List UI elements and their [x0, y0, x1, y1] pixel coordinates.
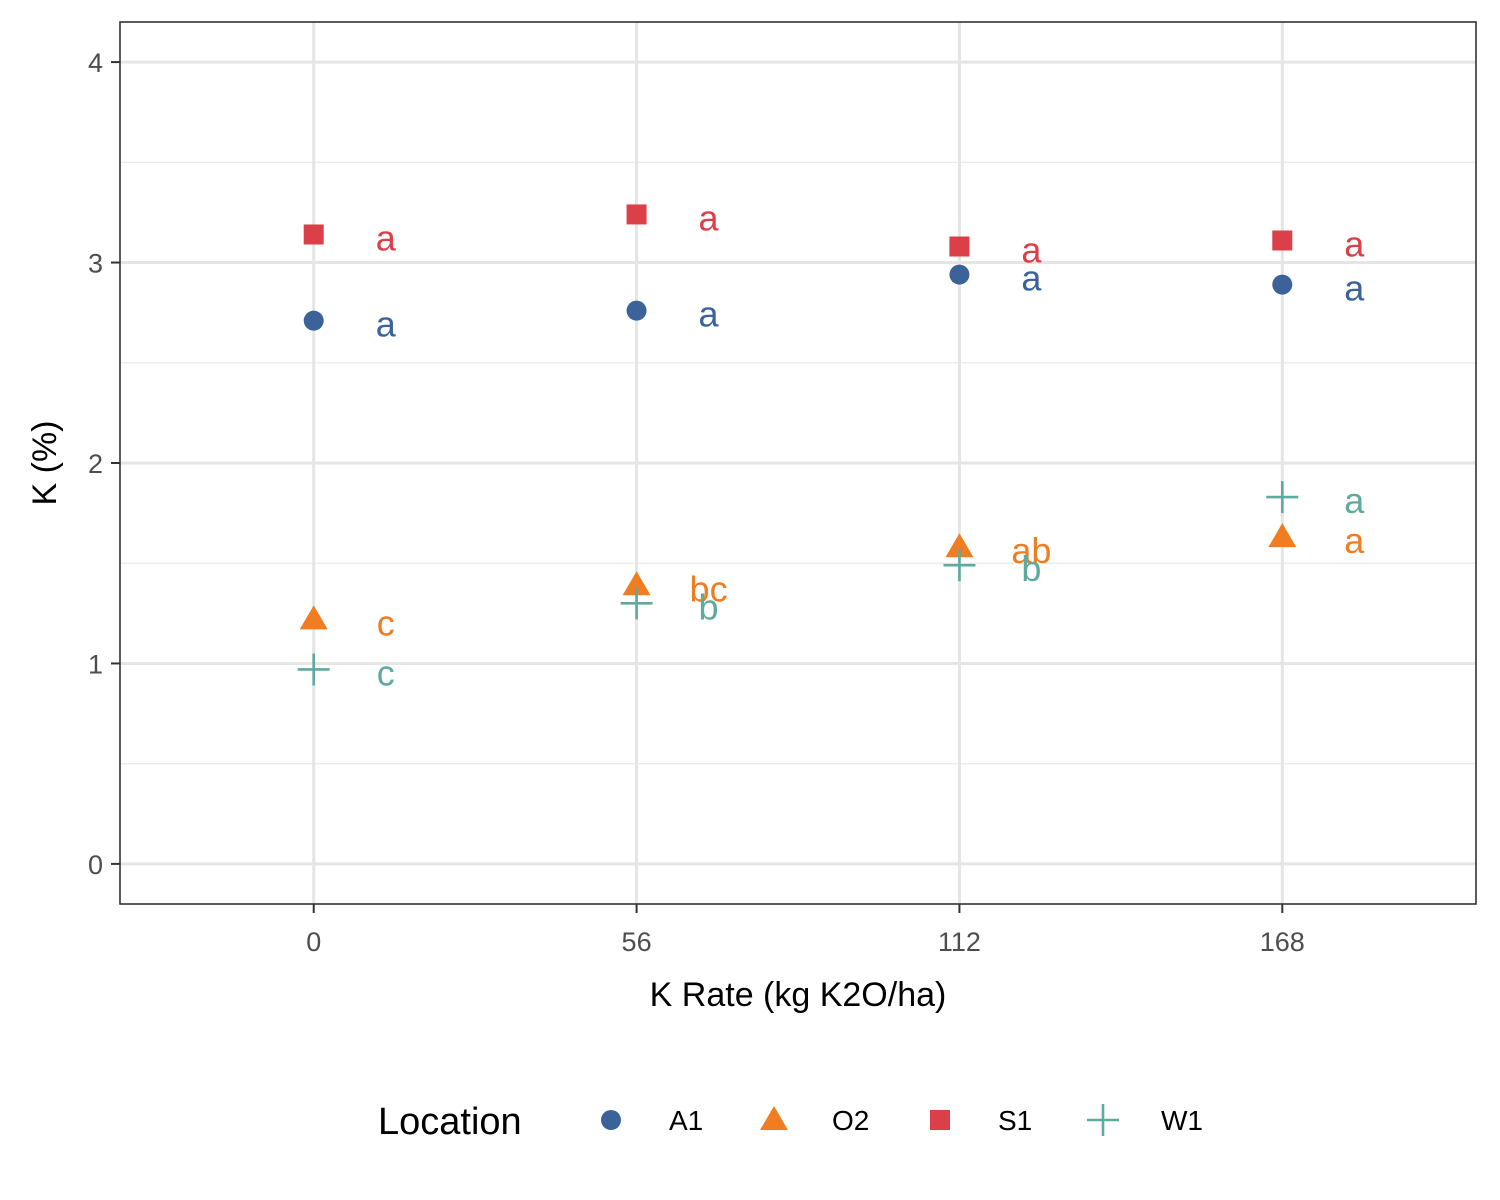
x-tick-label: 112: [938, 927, 981, 957]
data-point-w1: [620, 587, 653, 620]
significance-letter-a1: a: [376, 304, 397, 345]
data-point-a1: [1272, 274, 1293, 295]
significance-letter-w1: b: [1021, 548, 1041, 589]
minor-gridlines: [120, 161, 1476, 765]
y-tick-label: 2: [88, 449, 103, 479]
data-point-s1: [626, 204, 647, 225]
y-tick-label: 0: [88, 850, 103, 880]
significance-letter-o2: a: [1344, 520, 1365, 561]
legend-label-w1: W1: [1161, 1105, 1203, 1136]
significance-letter-w1: c: [377, 652, 395, 693]
legend-label-s1: S1: [998, 1105, 1032, 1136]
data-point-o2: [299, 605, 328, 630]
y-axis-title: K (%): [26, 421, 64, 506]
major-gridlines: [120, 22, 1476, 904]
x-axis: 0 56 112 168: [306, 904, 1305, 957]
data-point-a1: [626, 300, 647, 321]
significance-letter-o2: bc: [690, 568, 728, 609]
significance-letter-w1: a: [1344, 480, 1365, 521]
data-points: [297, 204, 1299, 686]
x-tick-label: 168: [1260, 927, 1305, 957]
y-axis: 0 1 2 3 4: [88, 48, 120, 880]
data-point-a1: [303, 310, 324, 331]
data-point-s1: [303, 224, 324, 245]
significance-letter-a1: a: [699, 294, 720, 335]
data-point-o2: [622, 571, 651, 596]
legend: Location A1 O2 S1 W1: [378, 1101, 1203, 1143]
data-point-w1: [297, 653, 330, 686]
significance-letter-a1: a: [1344, 268, 1365, 309]
y-tick-label: 4: [88, 48, 103, 78]
data-point-w1: [943, 549, 976, 582]
x-tick-label: 0: [306, 927, 321, 957]
legend-key-a1: [601, 1110, 621, 1130]
significance-letter-s1: a: [1344, 223, 1365, 264]
significance-letter-s1: a: [376, 217, 397, 258]
legend-key-o2: [760, 1106, 788, 1130]
legend-title: Location: [378, 1101, 522, 1143]
legend-key-s1: [930, 1110, 950, 1130]
significance-letter-s1: a: [1021, 230, 1042, 271]
significance-letter-s1: a: [699, 197, 720, 238]
data-point-s1: [949, 236, 970, 257]
significance-letter-o2: ab: [1011, 530, 1051, 571]
legend-key-w1: [1087, 1104, 1119, 1136]
data-point-a1: [949, 264, 970, 285]
data-point-w1: [1266, 481, 1299, 514]
significance-letter-o2: c: [377, 602, 395, 643]
x-axis-title: K Rate (kg K2O/ha): [650, 976, 947, 1014]
y-tick-label: 1: [88, 649, 103, 679]
legend-label-o2: O2: [832, 1105, 869, 1136]
significance-letter-w1: b: [699, 586, 719, 627]
x-tick-label: 56: [622, 927, 652, 957]
data-point-s1: [1272, 230, 1293, 251]
data-point-o2: [945, 533, 974, 558]
data-point-o2: [1268, 523, 1297, 548]
y-tick-label: 3: [88, 249, 103, 279]
significance-letter-a1: a: [1021, 258, 1042, 299]
legend-label-a1: A1: [669, 1105, 703, 1136]
